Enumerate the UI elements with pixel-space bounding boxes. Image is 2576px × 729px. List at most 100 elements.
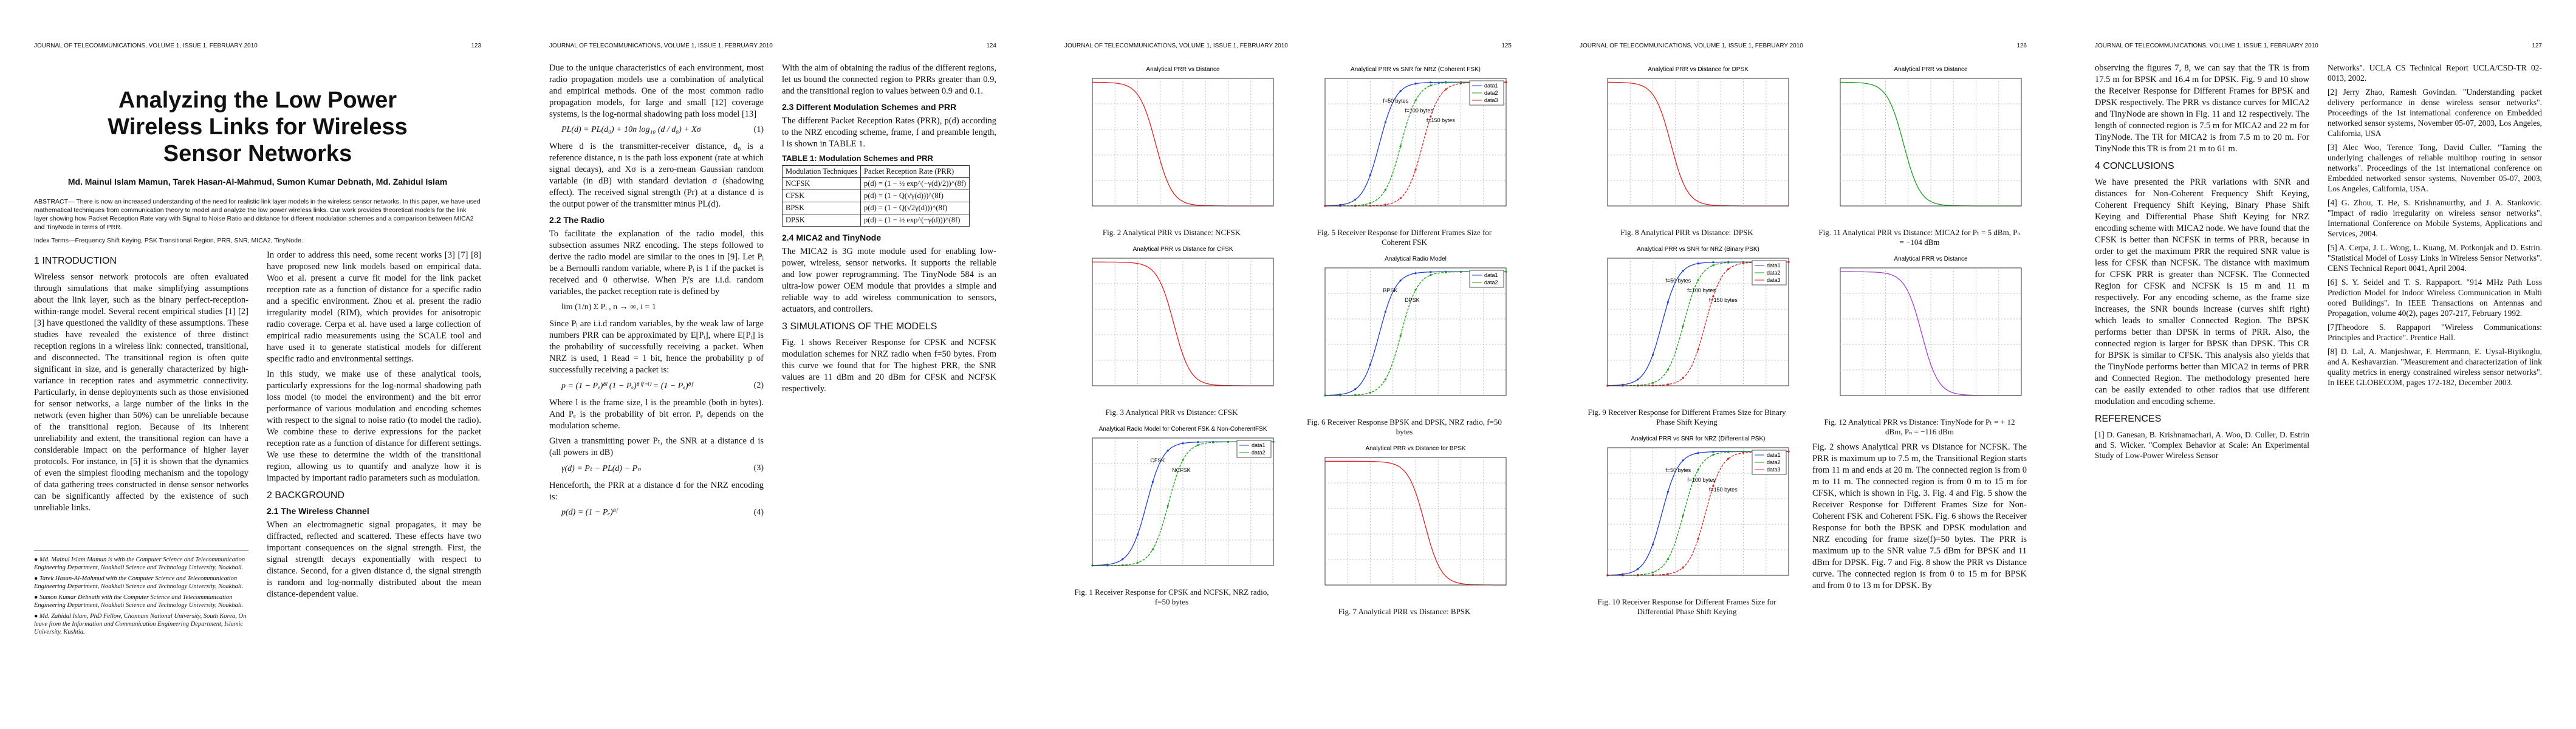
journal-name: JOURNAL OF TELECOMMUNICATIONS, VOLUME 1,… [34, 43, 258, 49]
figure-caption: Fig. 10 Receiver Response for Different … [1597, 597, 1776, 616]
plot-marker [1651, 382, 1654, 384]
page-number: 126 [2016, 43, 2027, 49]
plot-marker [1682, 270, 1684, 272]
plot-marker [1414, 168, 1417, 171]
column: Analytical PRR vs SNR for NRZ (Coherent … [1297, 63, 1512, 699]
plot-marker [1651, 571, 1654, 573]
curve-label: f=50 bytes [1383, 98, 1408, 104]
plot-marker [1136, 561, 1139, 564]
reference: [3] Alec Woo, Terence Tong, David Culler… [2328, 143, 2542, 193]
running-header: JOURNAL OF TELECOMMUNICATIONS, VOLUME 1,… [549, 43, 996, 49]
section-heading: 1 INTRODUCTION [34, 256, 117, 266]
plot-marker [1384, 204, 1386, 206]
plot-marker [1637, 568, 1639, 570]
figure: Analytical PRR vs Distance for BPSK Fig. … [1297, 442, 1512, 617]
plot-marker [1697, 279, 1699, 281]
table-row: CFSK p(d) = (1 − Q(√γ(d)))^(8f) [782, 190, 970, 202]
column: In order to address this need, some rece… [267, 250, 481, 699]
plot-marker [1227, 440, 1230, 443]
plot-marker [1697, 452, 1699, 454]
curve-label: f=150 bytes [1427, 117, 1455, 123]
curve-label: f=100 bytes [1687, 477, 1716, 483]
legend-box [1469, 270, 1504, 288]
curve-label: DPSK [1405, 297, 1420, 303]
legend-label: data1 [1484, 272, 1498, 278]
paragraph: In order to address this need, some rece… [267, 250, 481, 364]
legend-label: data3 [1767, 467, 1781, 473]
equation-text: p = (1 − Pₑ)⁸ˡ (1 − Pₑ)⁸⁽ᶠ⁻ˡ⁾ = (1 − Pₑ)… [561, 382, 693, 391]
column: Analytical PRR vs Distance Fig. 11 Analyt… [1812, 63, 2027, 699]
table-row: Modulation Techniques Packet Reception Ra… [782, 165, 970, 178]
plot-marker [1667, 490, 1669, 493]
page: JOURNAL OF TELECOMMUNICATIONS, VOLUME 1,… [515, 0, 1030, 729]
page: JOURNAL OF TELECOMMUNICATIONS, VOLUME 1,… [0, 0, 515, 729]
plot: Analytical PRR vs Distance for BPSK [1324, 445, 1507, 586]
figure-caption: Fig. 1 Receiver Response for CPSK and NC… [1074, 587, 1269, 606]
curve-label: f=150 bytes [1709, 487, 1738, 493]
figure-caption: Fig. 7 Analytical PRR vs Distance: BPSK [1338, 607, 1471, 616]
paragraph: observing the figures 7, 8, we can say t… [2095, 63, 2309, 154]
plot-marker [1651, 543, 1654, 546]
table-cell: Modulation Techniques [782, 165, 861, 178]
plot-marker [1445, 271, 1447, 273]
paragraph: Fig. 2 shows Analytical PRR vs Distance … [1812, 442, 2027, 590]
plot-marker [1399, 90, 1402, 92]
plot-marker [1667, 573, 1669, 575]
plot-marker [1787, 261, 1790, 263]
journal-name: JOURNAL OF TELECOMMUNICATIONS, VOLUME 1,… [1064, 43, 1288, 49]
equation: p(d) = (1 − Pₑ)⁸ᶠ (4) [561, 508, 764, 518]
figure-caption: Fig. 3 Analytical PRR vs Distance: CFSK [1105, 408, 1238, 417]
footnote: ● Tarek Hasan-Al-Mahmud with the Compute… [34, 575, 244, 590]
plot-marker [1151, 549, 1154, 551]
plot-marker [1369, 363, 1372, 366]
page-number: 123 [471, 43, 481, 49]
journal-name: JOURNAL OF TELECOMMUNICATIONS, VOLUME 1,… [1580, 43, 1803, 49]
plot-marker [1354, 199, 1357, 201]
table-row: NCFSK p(d) = (1 − ½ exp^(−γ(d)/2))^(8f) [782, 177, 970, 190]
section-heading: 4 CONCLUSIONS [2095, 161, 2174, 171]
figure: Analytical PRR vs Distance Fig. 11 Analyt… [1812, 63, 2027, 247]
column: Networks". UCLA CS Technical Report UCLA… [2328, 63, 2542, 699]
plot-marker [1197, 444, 1199, 447]
plot-marker [1414, 99, 1417, 101]
plot-marker [1399, 279, 1402, 282]
page: JOURNAL OF TELECOMMUNICATIONS, VOLUME 1,… [1030, 0, 1546, 729]
running-header: JOURNAL OF TELECOMMUNICATIONS, VOLUME 1,… [34, 43, 481, 49]
columns: Due to the unique characteristics of eac… [549, 63, 996, 699]
plot-marker [1414, 289, 1417, 291]
figure: Analytical Radio Model for Coherent FSK … [1064, 422, 1279, 607]
plot-title: Analytical PRR vs Distance for DPSK [1648, 66, 1749, 73]
page: JOURNAL OF TELECOMMUNICATIONS, VOLUME 1,… [1546, 0, 2061, 729]
plot-title: Analytical PRR vs Distance [1894, 256, 1968, 262]
plot-marker [1197, 441, 1199, 443]
table-row: BPSK p(d) = (1 − Q(√2γ(d)))^(8f) [782, 202, 970, 214]
paragraph: The different Packet Reception Rates (PR… [782, 116, 996, 149]
plot-marker [1459, 270, 1462, 273]
equation: p = (1 − Pₑ)⁸ˡ (1 − Pₑ)⁸⁽ᶠ⁻ˡ⁾ = (1 − Pₑ)… [561, 381, 764, 391]
plot-marker [1667, 369, 1669, 371]
plot-title: Analytical PRR vs Distance [1894, 66, 1968, 73]
plot-marker [1384, 378, 1386, 381]
figure: Analytical PRR vs SNR for NRZ (Binary PS… [1580, 242, 1794, 427]
curve-label: f=50 bytes [1665, 467, 1691, 473]
plot-title: Analytical PRR vs Distance [1146, 66, 1220, 73]
page-number: 127 [2532, 43, 2542, 49]
curve-label: NCFSK [1172, 467, 1191, 473]
legend-label: data3 [1767, 277, 1781, 283]
plot-marker [1667, 383, 1669, 386]
plot: Analytical PRR vs Distance [1840, 66, 2022, 207]
figure-caption: Fig. 9 Receiver Response for Different F… [1588, 408, 1786, 426]
section-heading: REFERENCES [2095, 414, 2162, 424]
plot-marker [1682, 325, 1684, 327]
paragraph: Fig. 1 shows Receiver Response for CPSK … [782, 338, 996, 394]
plot-marker [1697, 538, 1699, 540]
equation: lim (1/n) Σ Pᵢ , n → ∞, i = 1 [561, 303, 764, 312]
plot-title: Analytical PRR vs Distance for BPSK [1365, 445, 1465, 452]
paragraph: Wireless sensor network protocols are of… [34, 272, 248, 513]
columns: observing the figures 7, 8, we can say t… [2095, 63, 2542, 699]
figure: Analytical PRR vs Distance for DPSK Fig. … [1580, 63, 1794, 238]
table: Modulation Techniques Packet Reception Ra… [782, 165, 970, 227]
table-row: DPSK p(d) = (1 − ½ exp^(−γ(d)))^(8f) [782, 214, 970, 227]
